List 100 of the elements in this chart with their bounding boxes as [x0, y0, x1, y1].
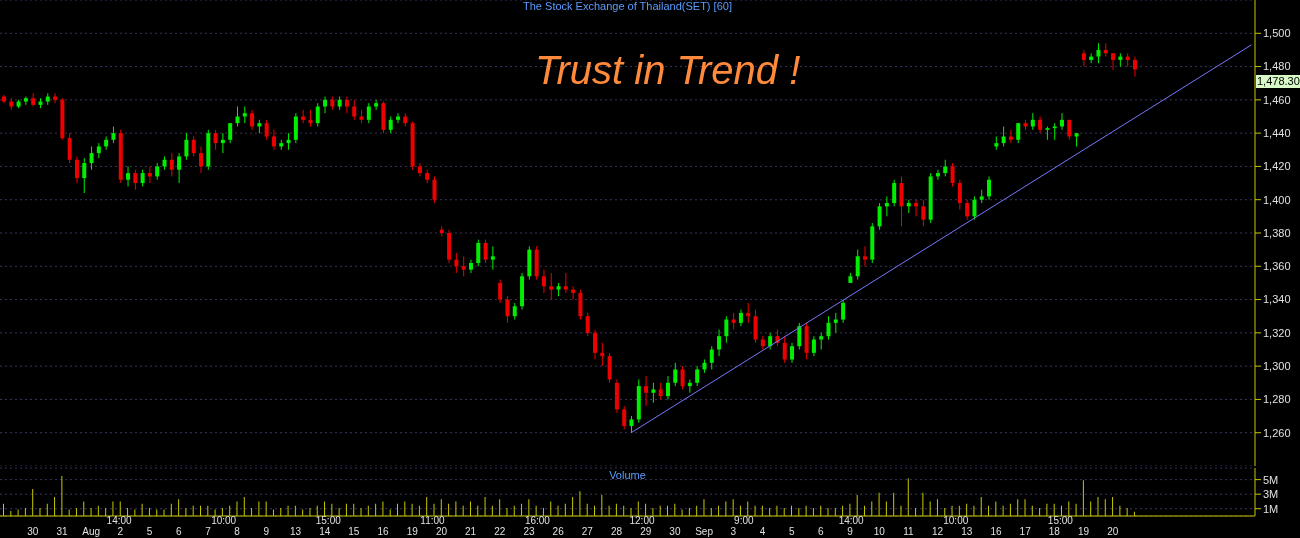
- candlestick: [1096, 42, 1101, 64]
- candlestick: [651, 382, 656, 404]
- candlestick: [972, 195, 977, 221]
- candlestick: [673, 362, 678, 387]
- x-tick-label: 20: [1107, 526, 1119, 537]
- candlestick: [541, 269, 546, 294]
- candlestick: [746, 302, 751, 324]
- candlestick: [476, 239, 481, 267]
- annotation: 11:00: [420, 515, 445, 526]
- x-tick-label: 10: [873, 526, 886, 537]
- x-tick-label: 2: [117, 526, 124, 537]
- x-tick-label: 3: [730, 526, 737, 537]
- x-tick-label: 16: [377, 526, 390, 537]
- chart-title: The Stock Exchange of Thailand(SET) [60]: [522, 0, 733, 12]
- candlestick: [950, 162, 955, 187]
- x-tick-label: 14: [319, 526, 331, 537]
- x-tick-label: 30: [669, 526, 681, 537]
- candlestick: [935, 169, 940, 181]
- candlestick: [396, 112, 401, 124]
- x-tick-label: 6: [818, 526, 825, 537]
- candlestick: [607, 352, 612, 384]
- x-tick-label: 26: [552, 526, 565, 537]
- candlestick: [680, 365, 685, 390]
- candlestick: [695, 365, 700, 387]
- candlestick: [293, 112, 298, 144]
- candlestick: [1111, 52, 1116, 71]
- x-tick-label: 11: [903, 526, 915, 537]
- x-tick-label: 17: [1019, 526, 1032, 537]
- x-tick-label: 12: [932, 526, 944, 537]
- candlestick: [1008, 129, 1013, 144]
- x-tick-label: 22: [494, 526, 506, 537]
- candlestick: [67, 132, 72, 164]
- annotation: 9:00: [734, 515, 754, 526]
- candlestick: [717, 329, 722, 357]
- x-tick-label: 5: [146, 526, 153, 537]
- y-tick-label: 1,340: [1263, 293, 1291, 306]
- candlestick: [987, 175, 992, 201]
- candlestick: [498, 279, 503, 304]
- candlestick: [914, 199, 919, 217]
- candlestick: [271, 129, 276, 151]
- candlestick: [855, 249, 860, 281]
- candlestick: [374, 99, 379, 111]
- candlestick: [191, 135, 196, 157]
- x-tick-label: 27: [581, 526, 594, 537]
- candlestick: [892, 179, 897, 207]
- candlestick: [366, 102, 371, 124]
- candlestick: [505, 295, 510, 324]
- x-tick-label: Aug: [82, 526, 101, 537]
- candlestick: [432, 175, 437, 204]
- candlestick: [53, 92, 58, 104]
- candlestick: [585, 312, 590, 337]
- candlestick: [461, 255, 466, 277]
- candlestick: [665, 375, 670, 400]
- candlestick: [782, 335, 787, 364]
- candlestick: [797, 322, 802, 350]
- annotation: 10:00: [943, 515, 969, 526]
- candlestick: [23, 96, 28, 106]
- annotation: 12:00: [629, 515, 655, 526]
- x-tick-label: 31: [56, 526, 69, 537]
- candlestick: [709, 345, 714, 370]
- y-tick-label: 1M: [1263, 502, 1279, 515]
- candlestick: [169, 152, 174, 177]
- candlestick: [468, 259, 473, 274]
- candlestick: [199, 145, 204, 174]
- candlestick: [811, 335, 816, 357]
- candlestick: [833, 312, 838, 334]
- x-tick-label: 21: [465, 526, 477, 537]
- x-tick-label: 9: [847, 526, 854, 537]
- annotation: 15:00: [315, 515, 341, 526]
- x-tick-label: 13: [289, 526, 302, 537]
- x-tick-label: 30: [27, 526, 39, 537]
- candlestick: [687, 378, 692, 394]
- x-tick-label: 18: [1048, 526, 1061, 537]
- x-tick-label: 7: [205, 526, 212, 537]
- x-tick-label: 6: [175, 526, 182, 537]
- candlestick: [1081, 49, 1086, 68]
- candlestick: [790, 342, 795, 364]
- candlestick: [417, 162, 422, 177]
- x-tick-label: 20: [435, 526, 448, 537]
- chart-title: Volume: [608, 469, 647, 481]
- candlestick: [593, 329, 598, 360]
- x-tick-label: 23: [523, 526, 535, 537]
- x-tick-label: 5: [788, 526, 795, 537]
- y-tick-label: 1,300: [1263, 360, 1291, 373]
- candlestick: [82, 157, 87, 194]
- candlestick: [877, 202, 882, 231]
- candlestick: [753, 309, 758, 344]
- candlestick: [250, 109, 255, 131]
- x-tick-label: Sep: [695, 526, 714, 537]
- candlestick: [826, 315, 831, 341]
- candlestick: [177, 152, 182, 184]
- candlestick: [841, 299, 846, 324]
- candlestick: [965, 199, 970, 221]
- candlestick: [549, 272, 554, 301]
- x-tick-label: 19: [406, 526, 419, 537]
- annotation: 14:00: [838, 515, 864, 526]
- annotation: 14:00: [106, 515, 132, 526]
- candlestick: [899, 175, 904, 227]
- candlestick: [622, 405, 627, 430]
- y-tick-label: 3M: [1263, 488, 1279, 501]
